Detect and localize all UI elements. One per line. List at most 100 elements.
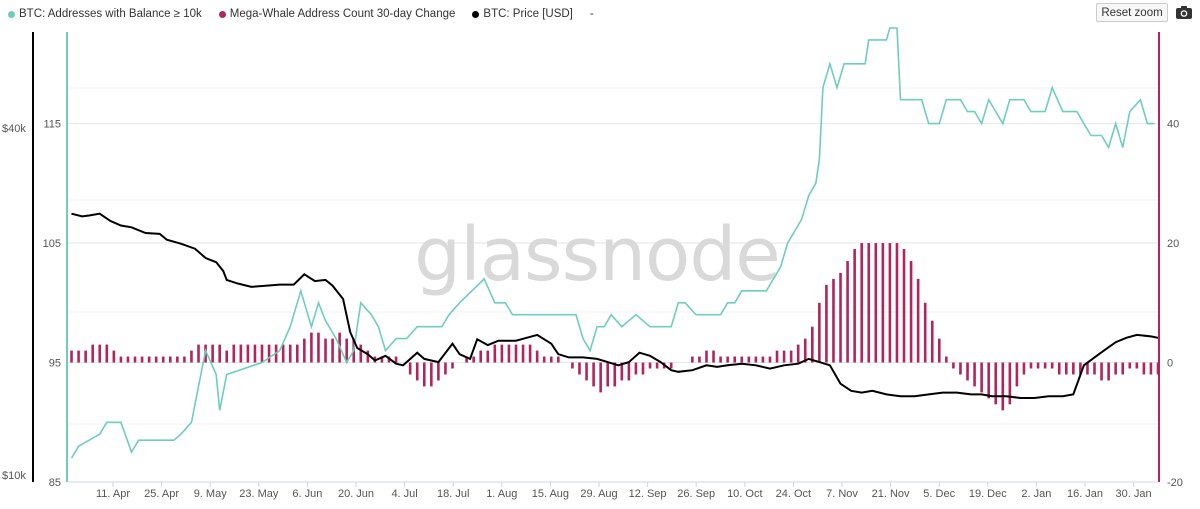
legend-item-addresses[interactable]: BTC: Addresses with Balance ≥ 10k (8, 8, 202, 20)
x-tick-label: 23. May (239, 488, 279, 500)
change-bar (415, 362, 419, 381)
legend-item-price[interactable]: BTC: Price [USD] (472, 8, 573, 20)
change-bar (606, 362, 610, 387)
change-bar (867, 243, 871, 363)
change-bar (803, 338, 807, 363)
legend-dot-change (218, 10, 226, 18)
change-bar (966, 362, 969, 381)
change-bar (691, 356, 694, 363)
change-bar (952, 362, 955, 369)
change-bar (860, 243, 863, 363)
change-bar (987, 362, 990, 399)
change-bar (994, 362, 998, 405)
change-bar (239, 344, 243, 363)
change-tick-label: 20 (1167, 238, 1179, 250)
change-bar (366, 350, 370, 363)
change-bar (1064, 362, 1068, 375)
change-bar (726, 356, 729, 363)
change-bar (133, 356, 137, 363)
change-bar (500, 344, 504, 363)
change-bar (740, 356, 744, 363)
change-bar (1043, 362, 1047, 369)
change-bar (959, 362, 962, 375)
change-tick-label: -20 (1167, 477, 1183, 489)
change-bar (1121, 362, 1125, 375)
change-bar (592, 362, 595, 387)
change-bar (669, 362, 673, 369)
change-bar (84, 350, 87, 363)
legend-dot-addresses (8, 10, 15, 18)
x-tick-label: 15. Aug (532, 488, 569, 500)
reset-zoom-button[interactable]: Reset zoom (1096, 3, 1168, 22)
addresses-tick-label: 105 (43, 238, 61, 250)
change-bar (430, 362, 433, 387)
legend-label-addresses: BTC: Addresses with Balance ≥ 10k (19, 8, 202, 20)
x-tick-label: 4. Jul (391, 488, 417, 500)
change-bar (705, 350, 708, 363)
change-bar (507, 344, 511, 363)
change-bar (211, 344, 214, 363)
change-bar (359, 344, 363, 363)
change-bar (1015, 362, 1019, 387)
change-bar (542, 356, 546, 363)
change-bar (627, 362, 631, 381)
change-bar (451, 362, 454, 369)
x-tick-label: 9. May (194, 488, 228, 500)
change-bar (380, 356, 384, 363)
change-bar (112, 350, 116, 363)
change-bar (599, 362, 602, 393)
change-bar (77, 350, 80, 363)
change-bar (1142, 362, 1146, 375)
change-bar (719, 356, 722, 363)
change-bar (190, 350, 193, 363)
x-tick-label: 25. Apr (144, 488, 179, 500)
change-bar (888, 243, 892, 363)
x-tick-label: 18. Jul (437, 488, 469, 500)
price-axis-ticks: $40k $10k (2, 123, 26, 482)
legend-label-extra: - (589, 8, 594, 20)
change-bar (444, 362, 447, 375)
change-bar (288, 344, 292, 363)
change-bar (768, 356, 772, 363)
change-bar (437, 362, 440, 381)
change-bar (1149, 362, 1153, 375)
legend-item-extra[interactable]: - (590, 8, 594, 20)
change-bar (945, 356, 948, 363)
change-bar (303, 338, 306, 363)
change-bar (310, 332, 313, 363)
change-bar (895, 243, 899, 363)
x-tick-label: 7. Nov (826, 488, 858, 500)
change-bar (465, 356, 468, 363)
legend-item-change[interactable]: Mega-Whale Address Count 30-day Change (218, 8, 455, 20)
change-bar (514, 344, 518, 363)
change-bar (1114, 362, 1117, 375)
price-tick-label: $40k (2, 123, 26, 135)
change-bar (796, 344, 800, 363)
legend-dot-price (472, 10, 480, 18)
x-tick-label: 24. Oct (776, 488, 811, 500)
watermark: glassnode (414, 212, 780, 298)
change-bar (168, 356, 172, 363)
change-bar (1036, 362, 1040, 369)
camera-icon[interactable] (1174, 3, 1194, 21)
change-bar (1001, 362, 1005, 411)
change-bar (472, 356, 475, 363)
change-bar (923, 302, 927, 363)
x-tick-label: 29. Aug (580, 488, 617, 500)
x-tick-label: 20. Jun (338, 488, 374, 500)
change-bar (881, 243, 885, 363)
change-bar (119, 356, 123, 363)
change-bar (825, 284, 828, 363)
change-bar (1008, 362, 1012, 405)
change-bar (811, 326, 814, 363)
x-tick-label: 6. Jun (292, 488, 322, 500)
x-tick-label: 30. Jan (1116, 488, 1152, 500)
addresses-line (70, 27, 1155, 459)
change-bar (641, 362, 645, 375)
change-bar (1029, 362, 1033, 369)
price-line (71, 212, 1159, 399)
change-bar (1022, 362, 1026, 375)
change-bar (147, 356, 151, 363)
change-bar (782, 350, 786, 363)
